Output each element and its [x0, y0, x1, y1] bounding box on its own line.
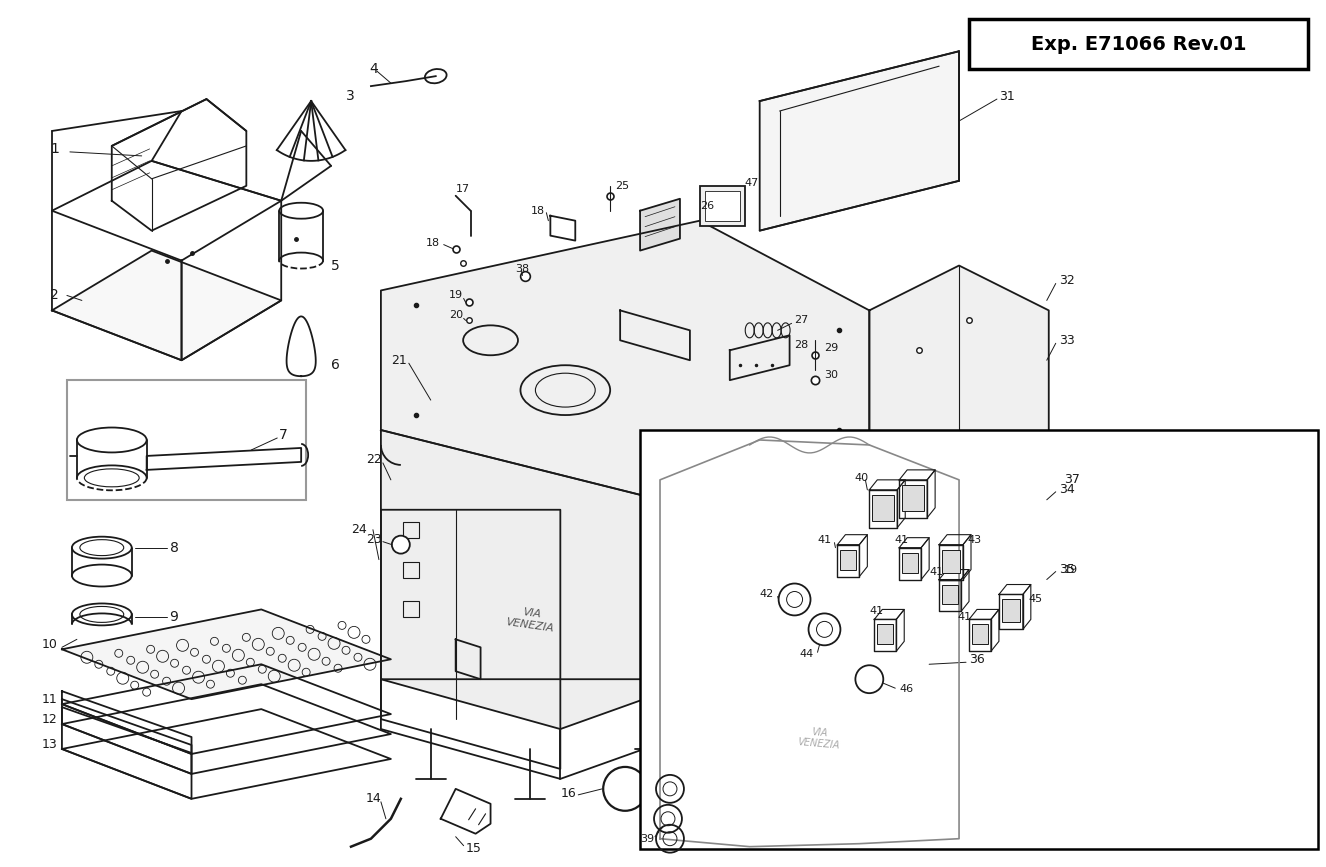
- Bar: [902, 552, 918, 572]
- Text: 40: 40: [854, 473, 869, 483]
- Text: 4: 4: [369, 62, 378, 76]
- Text: 29: 29: [825, 343, 839, 353]
- Text: VIA
VENEZIA: VIA VENEZIA: [505, 605, 556, 634]
- Text: VIA
VENEZIA: VIA VENEZIA: [797, 726, 842, 751]
- Bar: [941, 550, 960, 572]
- Text: 10: 10: [42, 638, 58, 651]
- Text: 32: 32: [1058, 274, 1074, 287]
- Bar: [705, 191, 740, 221]
- Text: 3: 3: [346, 89, 355, 103]
- Text: 38: 38: [516, 264, 529, 273]
- Circle shape: [809, 614, 841, 645]
- Bar: [902, 485, 924, 511]
- Bar: [66, 380, 306, 499]
- Text: 41: 41: [930, 566, 943, 577]
- Polygon shape: [870, 619, 1049, 729]
- Text: 42: 42: [760, 590, 774, 599]
- Text: 36: 36: [969, 653, 985, 666]
- Polygon shape: [640, 199, 680, 251]
- Text: 14: 14: [366, 792, 382, 805]
- Bar: [941, 584, 959, 604]
- Text: 16: 16: [561, 787, 575, 800]
- Text: 30: 30: [825, 370, 838, 381]
- Bar: [878, 624, 894, 644]
- Text: 35: 35: [1058, 563, 1074, 576]
- Text: 44: 44: [800, 649, 814, 659]
- Text: 46: 46: [899, 684, 914, 694]
- Text: 41: 41: [818, 535, 831, 544]
- Ellipse shape: [392, 536, 410, 554]
- Text: 19: 19: [448, 290, 463, 301]
- Text: 34: 34: [1058, 483, 1074, 496]
- Text: 27: 27: [794, 316, 809, 325]
- Polygon shape: [700, 440, 870, 679]
- Polygon shape: [760, 51, 959, 231]
- Text: 12: 12: [42, 713, 58, 726]
- Polygon shape: [52, 251, 281, 360]
- Text: 15: 15: [465, 842, 481, 855]
- Text: 8: 8: [170, 541, 179, 555]
- Bar: [640, 430, 1318, 849]
- Text: 24: 24: [351, 523, 367, 536]
- Text: 19: 19: [1063, 564, 1078, 575]
- Text: 31: 31: [998, 89, 1014, 102]
- Text: 7: 7: [280, 428, 288, 442]
- Bar: [700, 186, 745, 225]
- Text: 1: 1: [50, 142, 58, 156]
- Text: 33: 33: [1058, 334, 1074, 347]
- Text: 2: 2: [50, 289, 58, 303]
- Text: 37: 37: [1063, 473, 1079, 486]
- Bar: [403, 522, 419, 538]
- Text: Exp. E71066 Rev.01: Exp. E71066 Rev.01: [1030, 35, 1246, 54]
- Polygon shape: [147, 448, 301, 470]
- Bar: [403, 562, 419, 577]
- Bar: [972, 624, 988, 644]
- Text: 5: 5: [332, 258, 339, 272]
- Circle shape: [778, 583, 810, 616]
- Text: 43: 43: [967, 535, 981, 544]
- Text: 25: 25: [615, 181, 630, 191]
- Bar: [873, 495, 894, 521]
- Bar: [841, 550, 857, 570]
- Circle shape: [855, 665, 883, 693]
- Text: 45: 45: [1029, 595, 1044, 604]
- Text: 41: 41: [870, 606, 883, 616]
- Text: 21: 21: [391, 354, 407, 367]
- Polygon shape: [62, 610, 391, 699]
- Text: 41: 41: [894, 535, 908, 544]
- Text: 18: 18: [426, 238, 440, 248]
- Text: 9: 9: [170, 610, 179, 624]
- Text: 23: 23: [366, 533, 382, 546]
- Polygon shape: [381, 430, 700, 729]
- Text: 39: 39: [640, 834, 654, 844]
- Text: 11: 11: [42, 693, 58, 706]
- Text: 13: 13: [42, 738, 58, 751]
- Text: 6: 6: [332, 358, 339, 372]
- Bar: [403, 602, 419, 617]
- Text: 47: 47: [745, 178, 758, 188]
- Text: 28: 28: [794, 340, 809, 350]
- Polygon shape: [381, 221, 870, 510]
- Polygon shape: [870, 265, 1049, 719]
- Text: 26: 26: [700, 201, 713, 211]
- Bar: [969, 19, 1307, 69]
- Text: 17: 17: [456, 184, 469, 194]
- Bar: [1002, 599, 1020, 623]
- Text: 22: 22: [366, 453, 382, 466]
- Text: 18: 18: [530, 205, 545, 216]
- Text: 41: 41: [957, 612, 971, 623]
- Text: 20: 20: [448, 310, 463, 321]
- Circle shape: [603, 767, 647, 811]
